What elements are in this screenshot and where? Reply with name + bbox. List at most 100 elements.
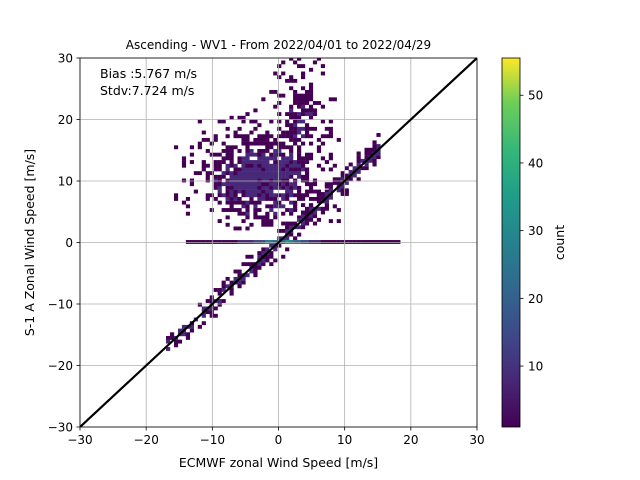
- heatmap-cell: [320, 156, 326, 161]
- heatmap-cell: [281, 152, 286, 157]
- heatmap-cell: [281, 130, 286, 135]
- heatmap-cell: [368, 151, 373, 156]
- heatmap-cell: [289, 123, 294, 128]
- heatmap-cell: [297, 101, 302, 105]
- heatmap-cell: [241, 115, 246, 120]
- heatmap-cell: [185, 335, 191, 340]
- heatmap-cell: [344, 173, 349, 178]
- heatmap-cell: [316, 195, 322, 200]
- heatmap-cell: [181, 163, 187, 168]
- heatmap-cell: [277, 101, 282, 105]
- heatmap-cell: [316, 240, 322, 244]
- heatmap-cell: [265, 163, 270, 168]
- heatmap-cell: [265, 254, 270, 259]
- heatmap-cell: [281, 178, 286, 183]
- heatmap-cell: [304, 210, 310, 215]
- heatmap-cell: [297, 196, 302, 201]
- heatmap-cell: [261, 247, 266, 252]
- heatmap-cell: [289, 189, 294, 194]
- heatmap-cell: [304, 126, 310, 131]
- heatmap-cell: [273, 200, 278, 205]
- heatmap-cell: [289, 152, 294, 157]
- heatmap-cell: [225, 149, 230, 153]
- heatmap-cell: [221, 284, 226, 289]
- heatmap-cell: [261, 97, 266, 102]
- heatmap-cell: [316, 189, 322, 194]
- heatmap-cell: [348, 162, 353, 167]
- heatmap-cell: [324, 206, 329, 211]
- heatmap-cell: [364, 151, 369, 156]
- colorbar-tick-label: 30: [528, 224, 543, 238]
- heatmap-cell: [277, 112, 282, 117]
- heatmap-cell: [289, 86, 294, 91]
- heatmap-cell: [241, 174, 246, 179]
- heatmap-cell: [372, 158, 377, 163]
- heatmap-cell: [241, 276, 246, 281]
- heatmap-cell: [293, 200, 298, 205]
- heatmap-cell: [245, 273, 250, 278]
- heatmap-cell: [304, 89, 310, 94]
- annotation-stdv: Stdv:7.724 m/s: [100, 83, 194, 98]
- heatmap-cell: [261, 240, 266, 244]
- heatmap-cell: [209, 295, 214, 300]
- heatmap-cell: [233, 130, 238, 135]
- heatmap-cell: [233, 182, 238, 187]
- heatmap-cell: [304, 182, 310, 187]
- heatmap-cell: [273, 89, 278, 94]
- heatmap-cell: [297, 145, 302, 150]
- colorbar: 10 20 30 40 50 count: [501, 57, 567, 428]
- heatmap-cell: [233, 185, 238, 190]
- heatmap-cell: [356, 162, 361, 167]
- heatmap-cell: [304, 123, 310, 128]
- y-tick-label: 0: [65, 236, 73, 250]
- heatmap-cell: [368, 147, 373, 152]
- heatmap-cell: [217, 200, 222, 205]
- heatmap-cell: [328, 195, 333, 200]
- heatmap-cell: [376, 133, 381, 137]
- heatmap-cell: [297, 163, 302, 168]
- heatmap-cell: [277, 141, 282, 146]
- heatmap-cell: [233, 240, 238, 244]
- heatmap-cell: [245, 262, 250, 267]
- heatmap-cell: [229, 163, 234, 168]
- heatmap-cell: [241, 204, 246, 209]
- heatmap-cell: [277, 243, 282, 248]
- heatmap-cell: [217, 163, 222, 168]
- heatmap-cell: [261, 141, 266, 146]
- heatmap-cell: [300, 225, 306, 230]
- heatmap-cell: [304, 134, 310, 139]
- heatmap-cell: [300, 64, 306, 69]
- heatmap-cell: [229, 152, 234, 157]
- heatmap-cell: [304, 152, 310, 157]
- heatmap-cell: [312, 178, 318, 183]
- colorbar-tick-label: 10: [528, 360, 543, 374]
- heatmap-cell: [285, 145, 290, 150]
- heatmap-cell: [316, 217, 322, 222]
- heatmap-cell: [265, 185, 270, 190]
- heatmap-cell: [166, 335, 171, 340]
- heatmap-cell: [265, 211, 270, 216]
- heatmap-cell: [229, 208, 234, 212]
- heatmap-cell: [177, 328, 183, 333]
- heatmap-cell: [277, 167, 282, 172]
- heatmap-cell: [249, 149, 254, 153]
- heatmap-cell: [217, 240, 222, 244]
- heatmap-cell: [273, 104, 278, 109]
- heatmap-cell: [205, 174, 210, 179]
- heatmap-cell: [217, 178, 222, 183]
- heatmap-cell: [289, 163, 294, 168]
- heatmap-cell: [237, 280, 242, 285]
- heatmap-cell: [201, 321, 206, 326]
- heatmap-cell: [285, 221, 290, 226]
- heatmap-cell: [285, 182, 290, 187]
- heatmap-cell: [297, 64, 302, 69]
- heatmap-cell: [277, 145, 282, 150]
- heatmap-cell: [344, 166, 349, 171]
- heatmap-cell: [209, 313, 214, 318]
- heatmap-cell: [265, 171, 270, 176]
- heatmap-cell: [273, 211, 278, 216]
- heatmap-cell: [253, 167, 258, 172]
- heatmap-cell: [356, 158, 361, 163]
- heatmap-cell: [300, 174, 306, 179]
- heatmap-cell: [261, 156, 266, 161]
